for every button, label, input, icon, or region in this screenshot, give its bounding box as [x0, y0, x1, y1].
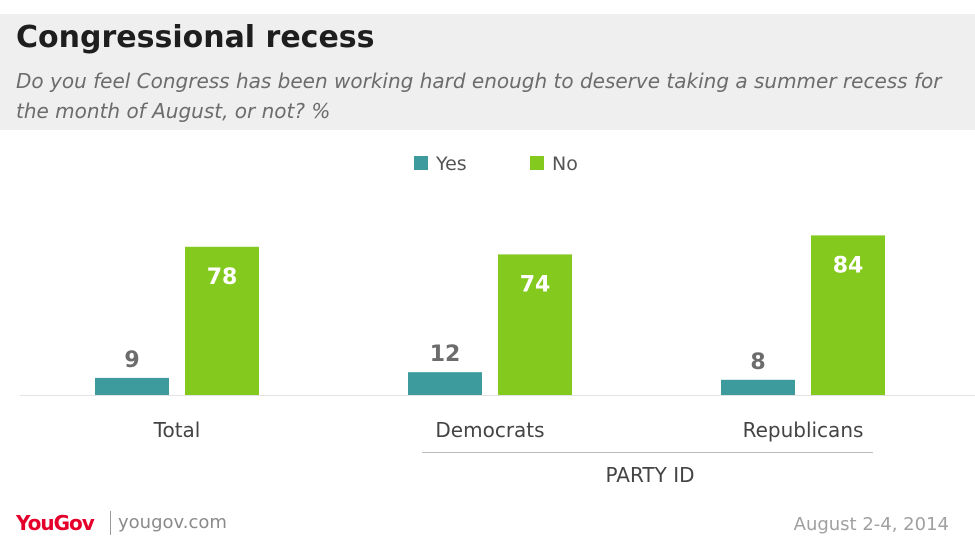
value-label-no-democrats: 74 [520, 272, 551, 297]
chart-subtitle: Do you feel Congress has been working ha… [16, 69, 942, 123]
bar-no-total [185, 246, 259, 395]
chart-header: Congressional recess Do you feel Congres… [0, 14, 975, 130]
value-label-yes-total: 9 [124, 348, 139, 373]
value-label-yes-republicans: 8 [750, 350, 765, 375]
bar-yes-democrats [408, 372, 482, 395]
value-label-yes-democrats: 12 [430, 342, 461, 367]
group-label-party-id: PARTY ID [606, 463, 695, 487]
value-label-no-total: 78 [207, 265, 238, 290]
bar-yes-republicans [721, 379, 795, 395]
legend-swatch-no [530, 156, 544, 170]
legend-label-no: No [552, 153, 578, 175]
legend-swatch-yes [414, 156, 428, 170]
footer-divider [110, 511, 111, 535]
bar-no-republicans [811, 235, 885, 395]
footer-url[interactable]: yougov.com [118, 512, 227, 533]
survey-date: August 2-4, 2014 [793, 514, 949, 535]
category-label-total: Total [153, 418, 201, 442]
chart-title: Congressional recess [16, 20, 375, 55]
bar-no-democrats [498, 254, 572, 395]
category-label-democrats: Democrats [435, 418, 544, 442]
legend-label-yes: Yes [435, 153, 467, 175]
value-label-no-republicans: 84 [833, 253, 864, 278]
category-label-republicans: Republicans [743, 418, 864, 442]
bar-yes-total [95, 377, 169, 395]
yougov-logo: YouGov [16, 511, 95, 535]
